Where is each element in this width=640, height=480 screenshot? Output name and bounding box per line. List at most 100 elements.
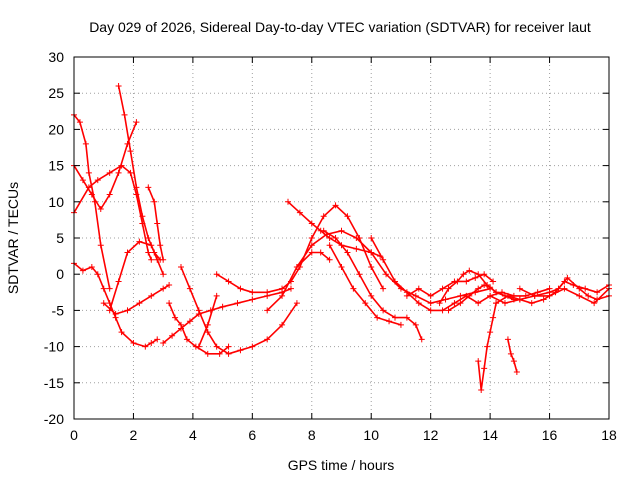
data-point-marker xyxy=(380,285,387,292)
data-point-marker xyxy=(338,263,345,270)
data-point-marker xyxy=(124,249,131,256)
data-point-marker xyxy=(317,249,324,256)
data-point-marker xyxy=(94,177,101,184)
data-point-marker xyxy=(493,289,500,296)
data-point-marker xyxy=(76,119,83,126)
data-point-marker xyxy=(88,191,95,198)
data-point-marker xyxy=(504,292,511,299)
data-point-marker xyxy=(392,278,398,285)
data-point-marker xyxy=(112,311,119,318)
grid xyxy=(74,57,609,419)
data-point-marker xyxy=(94,271,101,278)
data-point-marker xyxy=(157,242,164,249)
data-point-marker xyxy=(490,314,497,321)
data-point-marker xyxy=(427,300,434,307)
series-track-4 xyxy=(115,82,164,263)
data-point-marker xyxy=(353,245,360,252)
data-point-marker xyxy=(481,365,488,372)
data-point-marker xyxy=(145,235,152,241)
data-point-marker xyxy=(442,296,449,303)
data-point-marker xyxy=(368,292,375,299)
data-point-marker xyxy=(225,343,232,350)
data-point-marker xyxy=(118,162,125,169)
data-point-marker xyxy=(204,329,211,336)
data-point-marker xyxy=(148,242,155,249)
data-point-marker xyxy=(264,307,271,314)
data-point-marker xyxy=(490,278,497,285)
y-tick-label: 30 xyxy=(48,49,64,65)
data-point-marker xyxy=(296,209,303,216)
data-point-marker xyxy=(293,263,300,270)
data-point-marker xyxy=(427,292,434,299)
series-track-19 xyxy=(368,235,553,314)
data-point-marker xyxy=(249,289,256,296)
x-tick-label: 0 xyxy=(70,427,78,443)
data-point-marker xyxy=(516,285,523,292)
data-point-marker xyxy=(166,282,173,289)
data-point-marker xyxy=(386,318,393,325)
x-tick-label: 16 xyxy=(542,427,558,443)
data-point-marker xyxy=(287,285,294,292)
chart-title: Day 029 of 2026, Sidereal Day-to-day VTE… xyxy=(89,19,591,35)
data-point-marker xyxy=(85,184,92,191)
series-line xyxy=(266,230,491,312)
data-point-marker xyxy=(332,202,339,209)
series-track-1 xyxy=(71,111,113,292)
data-point-marker xyxy=(308,242,315,249)
data-point-marker xyxy=(183,336,190,343)
series-track-11 xyxy=(178,263,300,357)
data-point-marker xyxy=(344,249,351,256)
data-point-marker xyxy=(510,358,517,365)
data-point-marker xyxy=(507,350,514,357)
series-line xyxy=(507,338,518,373)
data-point-marker xyxy=(195,307,202,314)
data-point-marker xyxy=(415,285,422,292)
data-point-marker xyxy=(100,300,107,307)
data-point-marker xyxy=(106,169,113,176)
data-point-marker xyxy=(585,292,592,299)
data-point-marker xyxy=(172,314,179,321)
data-point-marker xyxy=(225,278,232,285)
data-point-marker xyxy=(213,271,220,278)
data-point-marker xyxy=(403,292,410,299)
data-point-marker xyxy=(186,318,193,325)
data-point-marker xyxy=(293,300,300,307)
data-series xyxy=(71,82,612,394)
data-point-marker xyxy=(154,256,161,263)
data-point-marker xyxy=(249,343,256,350)
data-point-marker xyxy=(106,307,113,314)
data-point-marker xyxy=(115,169,122,176)
y-tick-label: -15 xyxy=(44,375,64,391)
series-track-18 xyxy=(326,242,404,328)
x-tick-label: 8 xyxy=(308,427,316,443)
data-point-marker xyxy=(472,274,479,281)
data-point-marker xyxy=(570,282,577,289)
data-point-marker xyxy=(481,271,488,278)
data-point-marker xyxy=(344,213,351,220)
data-point-marker xyxy=(445,307,452,314)
data-point-marker xyxy=(564,274,571,281)
data-point-marker xyxy=(136,238,143,245)
x-tick-label: 14 xyxy=(482,427,498,443)
data-point-marker xyxy=(320,213,327,220)
data-point-marker xyxy=(204,350,211,357)
data-point-marker xyxy=(166,300,173,307)
data-point-marker xyxy=(439,285,446,292)
x-tick-label: 12 xyxy=(423,427,439,443)
x-tick-label: 18 xyxy=(601,427,617,443)
data-point-marker xyxy=(115,278,122,285)
x-axis-label: GPS time / hours xyxy=(288,457,395,473)
data-point-marker xyxy=(484,343,491,350)
data-point-marker xyxy=(285,198,291,205)
data-point-marker xyxy=(380,307,387,314)
data-point-marker xyxy=(160,256,167,263)
y-axis-label: SDTVAR / TECUs xyxy=(5,182,21,294)
data-point-marker xyxy=(320,227,327,234)
data-point-marker xyxy=(451,300,458,307)
data-point-marker xyxy=(264,289,271,296)
series-track-10 xyxy=(160,285,294,346)
data-point-marker xyxy=(534,289,541,296)
data-point-marker xyxy=(392,314,398,321)
data-point-marker xyxy=(475,285,482,292)
